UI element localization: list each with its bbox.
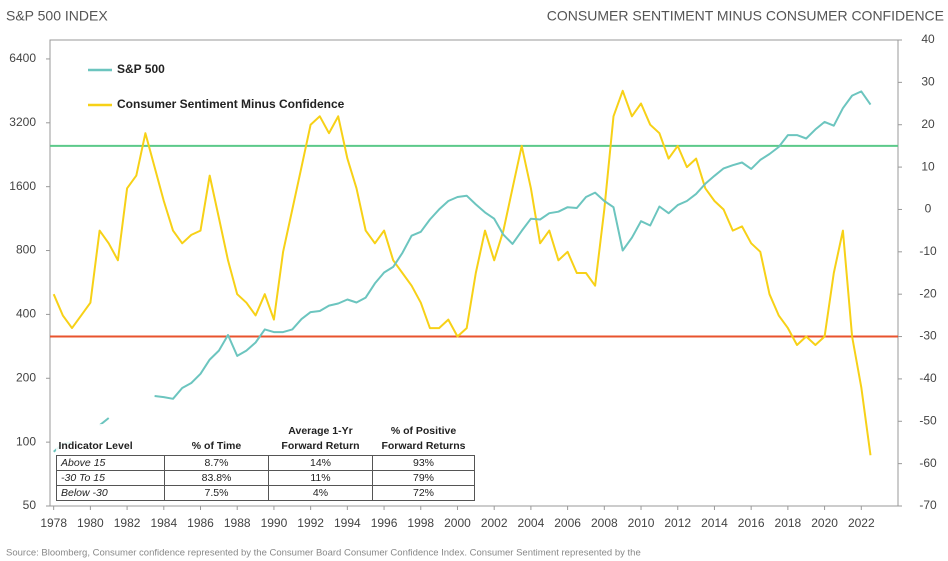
y-tick-label: 3200 [9, 115, 36, 129]
table-cell: Above 15 [56, 455, 165, 471]
table-cell: 83.8% [164, 470, 269, 486]
table-row: -30 To 15 83.8% 11% 79% [56, 470, 475, 486]
y-tick-label: 400 [16, 307, 36, 321]
y2-tick-label: 10 [921, 159, 935, 173]
legend-label: S&P 500 [117, 62, 165, 76]
table-cell: 72% [372, 485, 475, 501]
table-header: % of Time [191, 440, 242, 452]
table-cell: -30 To 15 [56, 470, 165, 486]
table-cell: Below -30 [56, 485, 165, 501]
table-row: Above 15 8.7% 14% 93% [56, 455, 475, 471]
table-cell: 79% [372, 470, 475, 486]
y2-tick-label: -70 [919, 498, 937, 512]
x-tick-label: 2004 [518, 516, 545, 530]
y2-tick-label: 0 [925, 202, 932, 216]
y2-tick-label: -30 [919, 329, 937, 343]
legend-label: Consumer Sentiment Minus Confidence [117, 97, 345, 111]
x-tick-label: 1984 [150, 516, 177, 530]
y2-tick-label: -40 [919, 371, 937, 385]
y2-tick-label: -50 [919, 413, 937, 427]
table-cell: 93% [372, 455, 475, 471]
x-tick-label: 1992 [297, 516, 324, 530]
table-cell: 4% [268, 485, 373, 501]
x-tick-label: 1978 [40, 516, 67, 530]
y2-tick-label: 40 [921, 32, 935, 46]
x-tick-label: 1994 [334, 516, 361, 530]
y-tick-label: 200 [16, 370, 36, 384]
x-tick-label: 1988 [224, 516, 251, 530]
table-header-row: Indicator Level % of Time Average 1-Yr For… [57, 424, 475, 456]
stats-table: Indicator Level % of Time Average 1-Yr For… [56, 424, 475, 501]
table-header: Indicator Level [58, 440, 133, 452]
y2-tick-label: -60 [919, 456, 937, 470]
table-cell: 14% [268, 455, 373, 471]
x-tick-label: 2008 [591, 516, 618, 530]
x-tick-label: 1996 [371, 516, 398, 530]
x-tick-label: 2000 [444, 516, 471, 530]
y-tick-label: 6400 [9, 51, 36, 65]
x-tick-label: 1998 [407, 516, 434, 530]
x-tick-label: 1982 [114, 516, 141, 530]
y-tick-label: 800 [16, 243, 36, 257]
x-tick-label: 2010 [628, 516, 655, 530]
source-note: Source: Bloomberg, Consumer confidence r… [6, 548, 641, 559]
x-tick-label: 2014 [701, 516, 728, 530]
x-tick-label: 2020 [811, 516, 838, 530]
y-tick-label: 100 [16, 434, 36, 448]
y2-tick-label: 20 [921, 117, 935, 131]
y2-tick-label: -20 [919, 286, 937, 300]
plot-frame [49, 39, 899, 507]
y-axis-title: S&P 500 INDEX [6, 8, 108, 24]
y2-tick-label: 30 [921, 75, 935, 89]
x-tick-label: 2016 [738, 516, 765, 530]
x-tick-label: 2018 [775, 516, 802, 530]
y2-axis-title: CONSUMER SENTIMENT MINUS CONSUMER CONFID… [547, 8, 944, 24]
x-tick-label: 1980 [77, 516, 104, 530]
x-tick-label: 2022 [848, 516, 875, 530]
table-header: Average 1-Yr Forward Return [281, 425, 360, 452]
x-tick-label: 1986 [187, 516, 214, 530]
table-cell: 7.5% [164, 485, 269, 501]
x-tick-label: 2002 [481, 516, 508, 530]
table-cell: 8.7% [164, 455, 269, 471]
y-tick-label: 1600 [9, 179, 36, 193]
table-header: % of Positive Forward Returns [381, 425, 466, 452]
x-tick-label: 1990 [261, 516, 288, 530]
y2-tick-label: -10 [919, 244, 937, 258]
table-row: Below -30 7.5% 4% 72% [56, 485, 475, 501]
series-line [52, 89, 872, 456]
y-tick-label: 50 [23, 498, 37, 512]
x-tick-label: 2012 [664, 516, 691, 530]
x-tick-label: 2006 [554, 516, 581, 530]
table-cell: 11% [268, 470, 373, 486]
